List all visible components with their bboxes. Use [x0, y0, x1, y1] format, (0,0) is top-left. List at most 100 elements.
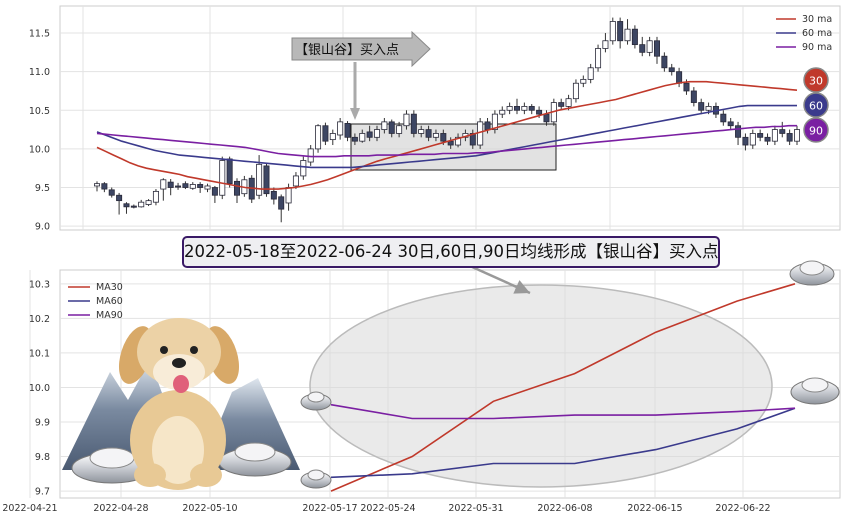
badge-90: [803, 117, 829, 143]
candle-body: [683, 82, 690, 92]
silver-ingot-icon-right-top: [789, 260, 835, 286]
candle-body: [138, 201, 145, 208]
candle-body: [256, 163, 263, 196]
ma30-line: [96, 80, 798, 190]
moving-average-lines: [96, 80, 798, 190]
candle-body: [440, 133, 447, 142]
candle-body: [219, 160, 226, 196]
banner-pointer-arrow: [469, 264, 531, 295]
top-y-tick-label: 9.0: [35, 222, 50, 233]
buy-point-label: 【银山谷】买入点: [295, 43, 399, 58]
bottom-legend: MA30 MA60 MA90: [68, 282, 123, 321]
candle-body: [676, 71, 683, 84]
badge-60-label: 60: [809, 100, 823, 113]
candle-body: [381, 121, 388, 130]
candle-body: [499, 109, 506, 115]
candle-body: [602, 40, 609, 49]
ma-badges: 30 60 90: [803, 67, 829, 143]
candle-body: [727, 121, 734, 127]
candle-body: [101, 183, 108, 190]
candle-body: [344, 123, 351, 138]
candle-body: [580, 78, 587, 84]
candle-body: [285, 187, 292, 204]
candle-body: [764, 136, 771, 142]
candle-body: [624, 28, 631, 42]
candle-body: [410, 113, 417, 134]
candle-body: [197, 184, 204, 188]
buy-point-arrow: 【银山谷】买入点: [291, 30, 431, 120]
candle-body: [698, 102, 705, 111]
candle-body: [396, 125, 403, 134]
candle-body: [646, 40, 653, 53]
candle-body: [536, 109, 543, 115]
candle-body: [609, 21, 616, 42]
candle-body: [572, 82, 579, 100]
candle-body: [757, 133, 764, 138]
legend-entry-90ma: 90 ma: [802, 42, 832, 53]
candle-body: [292, 175, 299, 187]
candle-body: [175, 185, 182, 188]
candle-body: [786, 133, 793, 142]
candle-body: [668, 67, 675, 73]
candle-body: [558, 102, 565, 107]
candle-body: [514, 106, 521, 111]
candle-body: [337, 121, 344, 136]
candle-body: [351, 136, 358, 142]
candle-body: [204, 185, 211, 190]
top-y-tick-label: 10.5: [29, 106, 50, 117]
top-y-tick-label: 11.5: [29, 29, 50, 40]
bottom-y-tick-label: 10.0: [29, 383, 50, 394]
candle-body: [211, 187, 218, 196]
candle-body: [631, 28, 638, 46]
top-y-tick-label: 11.0: [29, 67, 50, 78]
candle-body: [654, 40, 661, 57]
ma90-line: [96, 124, 797, 158]
candle-body: [226, 158, 233, 185]
bottom-x-tick-label: 2022-06-22: [715, 503, 770, 514]
bottom-series-lines: [330, 283, 796, 492]
legend-entry-ma30: MA30: [96, 282, 123, 293]
badge-30: [803, 67, 829, 93]
bottom-y-tick-label: 10.3: [29, 279, 50, 290]
candle-body: [182, 183, 189, 188]
bottom-y-axis: 9.7 9.8 9.9 10.0 10.1 10.2 10.3: [29, 279, 50, 497]
ma60-line: [96, 104, 797, 169]
candle-body: [108, 189, 115, 196]
bottom-x-tick-label: 2022-05-10: [182, 503, 237, 514]
top-legend: 30 ma 60 ma 90 ma: [776, 14, 832, 53]
bottom-x-tick-label: 2022-06-15: [627, 503, 682, 514]
candle-body: [160, 179, 167, 190]
candle-body: [639, 44, 646, 53]
legend-entry-60ma: 60 ma: [802, 28, 832, 39]
candle-body: [366, 131, 373, 138]
candle-body: [661, 55, 668, 69]
series-line-ma60: [330, 407, 796, 479]
candle-body: [455, 136, 462, 146]
candle-body: [403, 113, 410, 127]
top-y-tick-label: 10.0: [29, 144, 50, 155]
top-y-tick-label: 9.5: [35, 183, 50, 194]
candle-body: [130, 205, 137, 208]
candle-body: [521, 106, 528, 111]
candle-body: [145, 200, 152, 205]
candle-body: [152, 190, 159, 203]
series-line-ma90: [330, 403, 796, 420]
bottom-y-tick-label: 9.7: [35, 487, 50, 498]
candle-body: [315, 125, 322, 150]
bottom-x-tick-label: 2022-05-24: [360, 503, 415, 514]
bottom-x-tick-label: 2022-04-21: [2, 503, 57, 514]
bottom-x-axis: 2022-04-21 2022-04-28 2022-05-10 2022-05-17…: [2, 503, 770, 514]
candle-body: [307, 148, 314, 163]
candle-body: [116, 194, 123, 202]
candle-body: [432, 133, 439, 138]
bottom-x-tick-label: 2022-04-28: [93, 503, 148, 514]
bottom-y-tick-label: 10.2: [29, 314, 50, 325]
candle-body: [278, 196, 285, 210]
silver-ingot-icon-left-bottom: [300, 469, 332, 489]
candle-body: [587, 67, 594, 80]
legend-entry-30ma: 30 ma: [802, 14, 832, 25]
top-plot-area: [59, 5, 841, 231]
candle-body: [543, 113, 550, 123]
candle-body: [595, 48, 602, 69]
